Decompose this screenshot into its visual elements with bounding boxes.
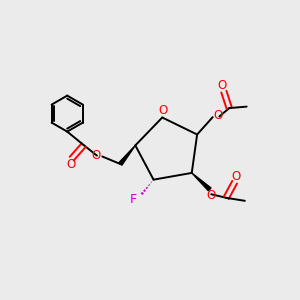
Text: O: O — [207, 189, 216, 202]
Text: F: F — [130, 193, 137, 206]
Text: O: O — [158, 104, 167, 117]
Polygon shape — [192, 173, 211, 191]
Text: O: O — [218, 79, 227, 92]
Text: O: O — [66, 158, 75, 171]
Text: O: O — [232, 170, 241, 183]
Polygon shape — [119, 146, 135, 165]
Text: O: O — [92, 149, 101, 162]
Text: O: O — [214, 109, 223, 122]
